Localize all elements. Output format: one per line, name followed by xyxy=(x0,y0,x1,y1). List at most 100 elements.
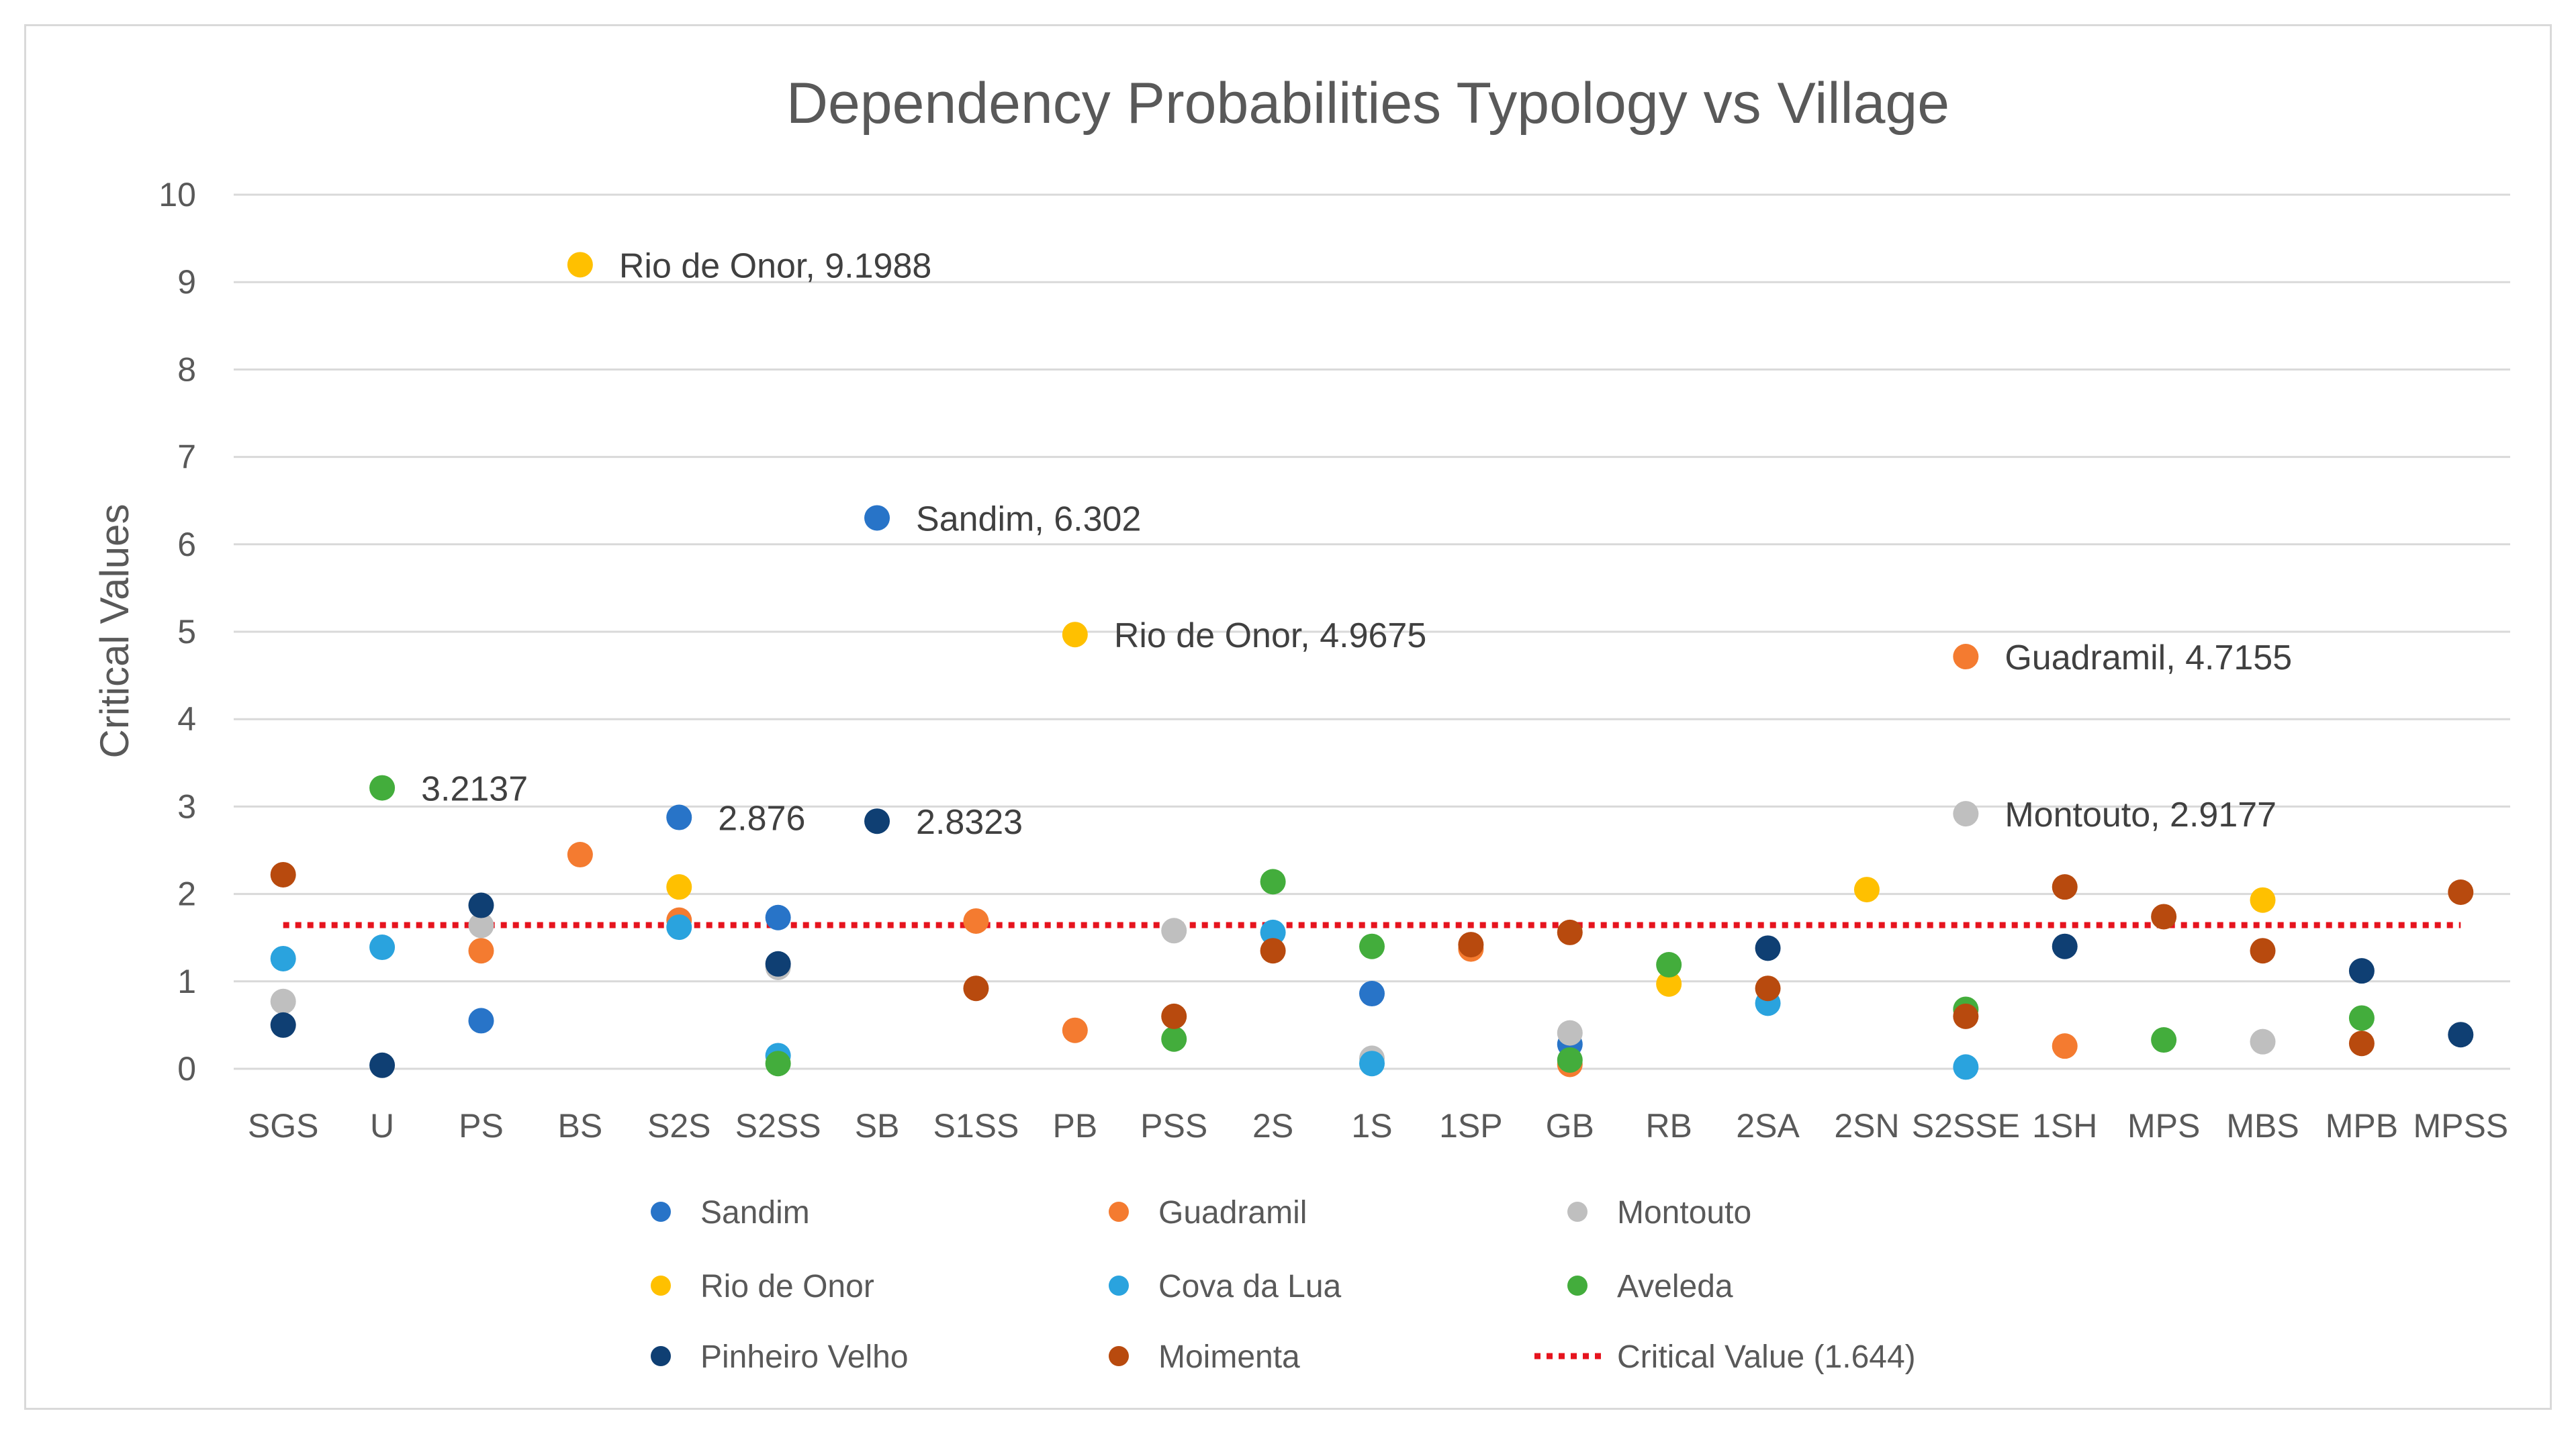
data-point xyxy=(666,914,692,941)
x-tick-label: MPS xyxy=(2127,1107,2200,1145)
legend-label: Sandim xyxy=(700,1195,810,1231)
legend-item: Montouto xyxy=(1567,1195,1751,1231)
legend-label: Aveleda xyxy=(1617,1269,1733,1304)
data-point xyxy=(1161,1003,1187,1029)
data-points xyxy=(270,252,2474,1080)
y-tick-label: 7 xyxy=(177,438,196,476)
y-tick-label: 2 xyxy=(177,875,196,913)
data-point xyxy=(765,904,791,930)
legend-marker xyxy=(1109,1202,1129,1222)
data-point xyxy=(2052,874,2078,900)
x-tick-label: MBS xyxy=(2226,1107,2299,1145)
legend-marker xyxy=(1109,1346,1129,1366)
y-tick-label: 3 xyxy=(177,787,196,825)
data-point xyxy=(2348,958,2375,984)
legend-label: Moimenta xyxy=(1158,1339,1300,1375)
y-axis-label: Critical Values xyxy=(92,504,137,758)
x-tick-label: PB xyxy=(1052,1107,1097,1145)
data-point xyxy=(369,1052,396,1078)
series-pinheiro-velho xyxy=(270,808,2474,1078)
y-tick-label: 5 xyxy=(177,613,196,651)
data-point xyxy=(567,252,593,278)
data-point xyxy=(270,945,296,971)
legend-item: Aveleda xyxy=(1567,1269,1733,1304)
data-point xyxy=(567,842,593,868)
data-point xyxy=(1953,801,1979,827)
series-rio-de-onor xyxy=(567,252,2276,997)
data-point xyxy=(1656,952,1682,978)
data-point xyxy=(1953,1054,1979,1080)
x-tick-label: BS xyxy=(558,1107,603,1145)
legend-marker xyxy=(651,1276,671,1296)
data-point xyxy=(2250,887,2276,913)
series-aveleda xyxy=(369,775,2375,1077)
x-tick-label: 2SA xyxy=(1736,1107,1800,1145)
x-tick-label: MPB xyxy=(2326,1107,2398,1145)
y-tick-label: 4 xyxy=(177,700,196,738)
data-label: 2.876 xyxy=(718,800,805,839)
data-point xyxy=(1260,919,1286,945)
x-tick-label: MPSS xyxy=(2413,1107,2508,1145)
data-point xyxy=(2448,879,2474,905)
legend-marker xyxy=(651,1346,671,1366)
data-point xyxy=(1458,932,1484,958)
x-tick-label: S2SS xyxy=(735,1107,821,1145)
chart-frame xyxy=(24,24,2552,1410)
legend-item: Guadramil xyxy=(1109,1195,1307,1231)
data-label: Sandim, 6.302 xyxy=(916,499,1141,538)
legend-label: Cova da Lua xyxy=(1158,1269,1342,1304)
x-axis-ticks: SGS U PS BS S2S S2SS SB S1SS PB PSS 2S 1S 1SP GB RB 2SA… xyxy=(248,1107,2508,1145)
data-point xyxy=(765,1051,791,1077)
legend-marker xyxy=(651,1202,671,1222)
data-point xyxy=(369,775,396,801)
data-point xyxy=(1953,644,1979,670)
data-point xyxy=(468,938,494,964)
y-tick-label: 1 xyxy=(177,963,196,1000)
data-point xyxy=(666,874,692,900)
data-point xyxy=(1755,975,1781,1002)
data-point xyxy=(2151,1027,2177,1053)
x-tick-label: SGS xyxy=(248,1107,319,1145)
data-point xyxy=(963,908,989,934)
data-point xyxy=(2052,933,2078,959)
data-point xyxy=(963,975,989,1002)
data-point xyxy=(270,1012,296,1038)
legend-marker xyxy=(1109,1276,1129,1296)
data-point xyxy=(1557,1047,1583,1073)
data-point xyxy=(270,988,296,1014)
data-point xyxy=(1062,622,1088,648)
data-point xyxy=(1062,1017,1088,1043)
legend-item: Pinheiro Velho xyxy=(651,1339,909,1375)
data-point xyxy=(1359,1051,1385,1077)
data-point xyxy=(1359,933,1385,959)
data-point xyxy=(2250,938,2276,964)
data-point xyxy=(1953,1003,1979,1029)
data-point xyxy=(765,951,791,977)
data-point xyxy=(1260,869,1286,895)
data-point xyxy=(864,808,890,834)
series-sandim xyxy=(468,505,1583,1057)
data-label: Rio de Onor, 9.1988 xyxy=(619,246,931,285)
y-tick-label: 10 xyxy=(158,176,196,213)
legend-label: Guadramil xyxy=(1158,1195,1307,1231)
legend-label: Rio de Onor xyxy=(700,1269,874,1304)
data-point xyxy=(1853,877,1880,903)
data-point xyxy=(468,912,494,939)
legend: Sandim Guadramil Montouto Rio de Onor Cova d… xyxy=(651,1195,1916,1375)
x-tick-label: U xyxy=(370,1107,394,1145)
data-label: Montouto, 2.9177 xyxy=(2005,796,2276,834)
data-point xyxy=(1557,1020,1583,1046)
legend-item: Cova da Lua xyxy=(1109,1269,1342,1304)
data-point xyxy=(468,892,494,918)
data-point xyxy=(369,935,396,961)
data-point xyxy=(1359,981,1385,1007)
legend-marker xyxy=(1567,1202,1588,1222)
data-labels: Rio de Onor, 9.1988 Sandim, 6.302 Rio de O… xyxy=(421,246,2292,842)
x-tick-label: GB xyxy=(1546,1107,1594,1145)
y-tick-label: 0 xyxy=(177,1050,196,1088)
data-point xyxy=(468,1008,494,1034)
data-point xyxy=(1161,1026,1187,1052)
legend-marker xyxy=(1567,1276,1588,1296)
x-tick-label: 1SH xyxy=(2032,1107,2097,1145)
x-tick-label: S1SS xyxy=(933,1107,1019,1145)
